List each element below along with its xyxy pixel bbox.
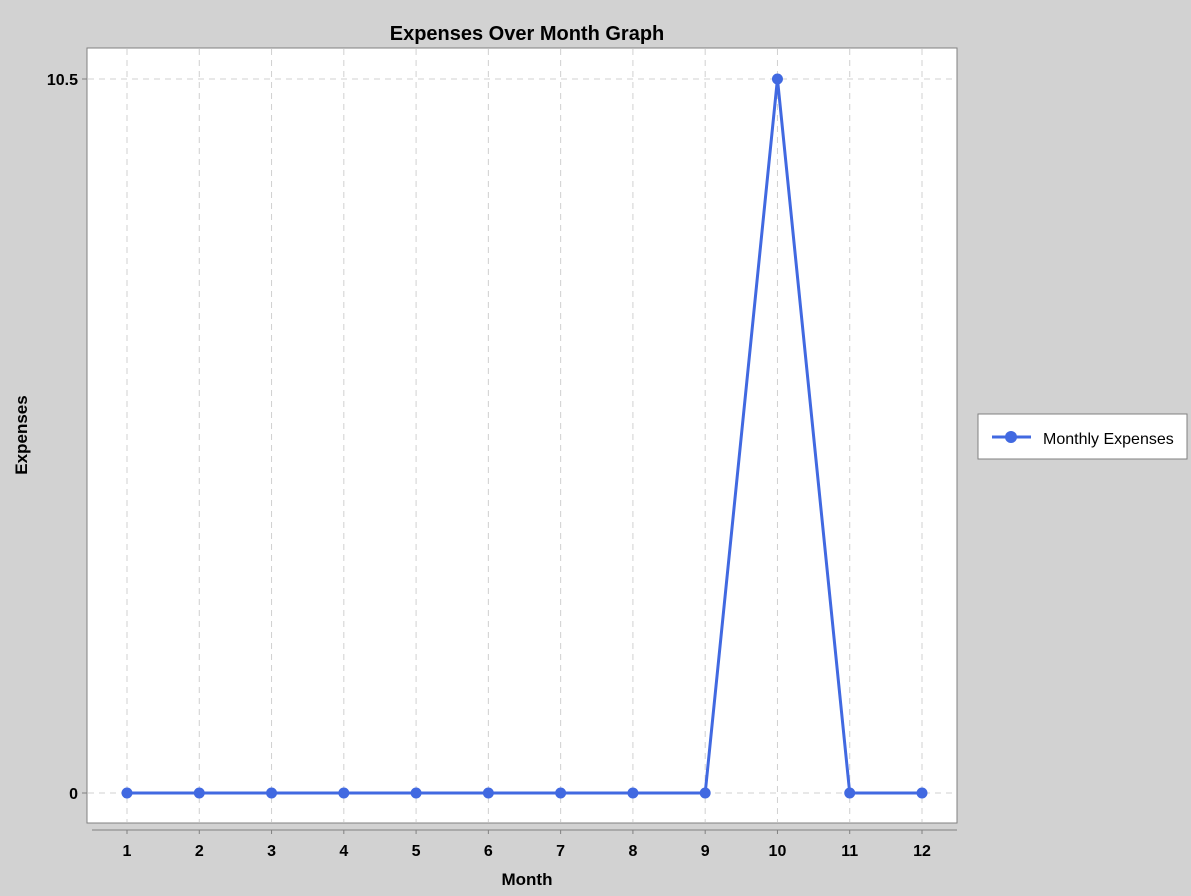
x-tick-label: 6 — [484, 843, 493, 860]
data-point — [844, 787, 856, 799]
data-point — [916, 787, 928, 799]
x-tick-label: 4 — [339, 843, 348, 860]
legend-entry-monthly-expenses: Monthly Expenses — [1043, 431, 1174, 448]
data-point — [699, 787, 711, 799]
data-point — [193, 787, 205, 799]
x-grid-lines — [126, 49, 923, 822]
data-point — [482, 787, 494, 799]
x-tick-label: 3 — [267, 843, 276, 860]
series-line — [127, 78, 922, 795]
x-tick-label: 11 — [841, 843, 858, 860]
y-axis-label: Expenses — [12, 395, 31, 474]
data-point — [121, 787, 133, 799]
plot-area — [86, 47, 958, 824]
legend: Monthly Expenses — [977, 413, 1188, 460]
y-tick-label: 0 — [69, 786, 78, 803]
x-axis-label: Month — [502, 870, 553, 889]
data-point — [627, 787, 639, 799]
x-tick-label: 8 — [628, 843, 637, 860]
data-point — [410, 787, 422, 799]
y-axis-ticks: 010.5 — [47, 72, 87, 803]
x-tick-label: 12 — [913, 843, 931, 860]
series-layer — [121, 73, 928, 799]
x-tick-label: 5 — [412, 843, 421, 860]
x-tick-label: 7 — [556, 843, 565, 860]
x-axis-ticks: 1 2 3 4 5 6 7 8 9 10 11 12 — [123, 830, 931, 860]
x-tick-label: 2 — [195, 843, 204, 860]
x-tick-label: 1 — [123, 843, 132, 860]
data-point — [266, 787, 278, 799]
data-point — [771, 73, 783, 85]
data-point — [338, 787, 350, 799]
data-point — [555, 787, 567, 799]
chart-title: Expenses Over Month Graph — [390, 23, 665, 45]
y-tick-label: 10.5 — [47, 72, 78, 89]
legend-swatch-marker — [1005, 431, 1017, 443]
x-tick-label: 10 — [769, 843, 787, 860]
x-tick-label: 9 — [701, 843, 710, 860]
